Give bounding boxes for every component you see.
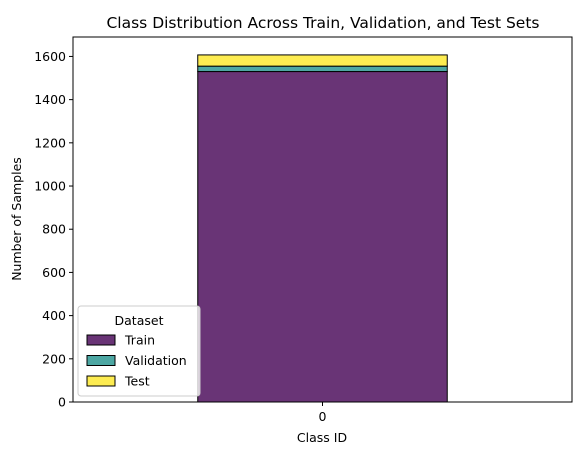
x-axis-label: Class ID	[297, 430, 347, 445]
y-axis-label: Number of Samples	[9, 157, 24, 281]
legend-label-train: Train	[124, 333, 155, 348]
y-tick-label: 200	[42, 351, 66, 366]
y-tick-label: 1400	[34, 92, 66, 107]
y-tick-label: 600	[42, 265, 66, 280]
legend: Dataset Train Validation Test	[77, 305, 201, 397]
legend-title: Dataset	[115, 313, 164, 328]
bar-segment-test	[197, 54, 448, 67]
bar-segment-validation	[197, 65, 448, 73]
y-tick-label: 0	[58, 395, 66, 410]
legend-swatch-validation	[86, 355, 116, 366]
chart-title: Class Distribution Across Train, Validat…	[106, 14, 539, 32]
bar-segment-train	[197, 71, 448, 403]
y-tick-label: 1000	[34, 179, 66, 194]
y-tick-label: 1600	[34, 49, 66, 64]
legend-box	[77, 305, 201, 397]
legend-swatch-train	[86, 334, 116, 346]
y-tick-label: 400	[42, 308, 66, 323]
x-tick-label: 0	[319, 409, 327, 424]
y-axis: 0 200 400 600 800 1000 1200 1400 1600	[34, 49, 73, 410]
legend-swatch-test	[86, 375, 116, 387]
legend-label-test: Test	[124, 374, 150, 389]
x-axis: 0	[319, 402, 327, 424]
y-tick-label: 1200	[34, 135, 66, 150]
bars-layer	[197, 54, 448, 403]
legend-entries: Train Validation Test	[86, 333, 187, 389]
y-tick-label: 800	[42, 222, 66, 237]
legend-label-validation: Validation	[125, 353, 187, 368]
